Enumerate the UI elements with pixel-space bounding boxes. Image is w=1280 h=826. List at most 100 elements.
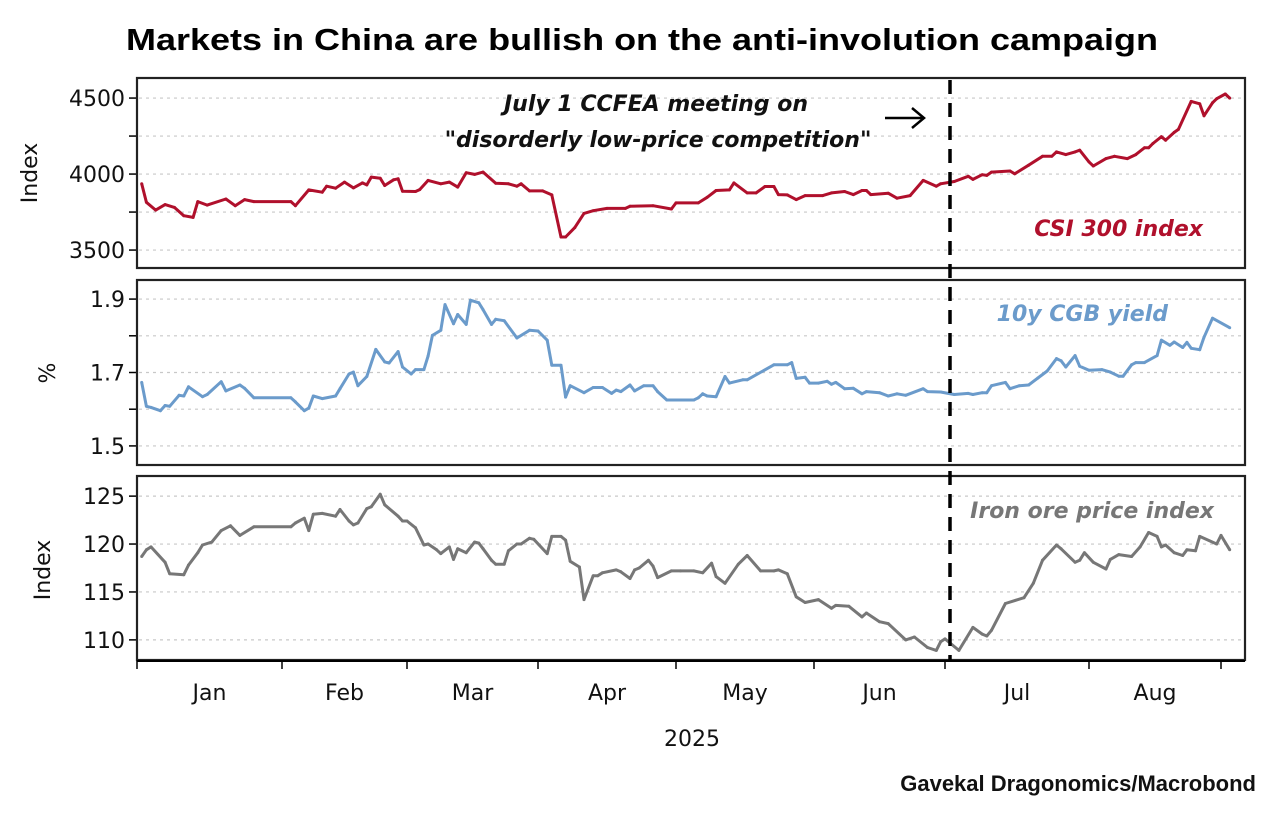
data-point [443, 303, 447, 307]
data-point [1172, 551, 1176, 555]
data-point [1078, 558, 1082, 562]
data-point [338, 387, 342, 391]
data-point [494, 562, 498, 566]
data-point [921, 178, 925, 182]
data-point [642, 384, 646, 388]
data-point [696, 201, 700, 205]
data-point [541, 189, 545, 193]
data-point [669, 569, 673, 573]
y-axis-label: % [36, 363, 61, 384]
data-point [464, 322, 468, 326]
data-point [776, 568, 780, 572]
data-point [168, 572, 172, 576]
data-point [651, 384, 655, 388]
data-point [374, 347, 378, 351]
data-point [356, 521, 360, 525]
data-point [1091, 560, 1095, 564]
data-point [1087, 160, 1091, 164]
data-point [980, 632, 984, 636]
data-point [452, 557, 455, 561]
data-point [1082, 551, 1086, 555]
data-point [772, 363, 776, 367]
data-point [365, 375, 369, 378]
data-point [477, 541, 481, 545]
data-point [502, 319, 506, 323]
data-point [243, 386, 247, 390]
data-point [426, 354, 430, 358]
data-point [1142, 361, 1146, 365]
data-point [745, 378, 749, 382]
data-point [559, 235, 563, 239]
x-tick-label: Apr [588, 681, 627, 706]
data-point [614, 388, 618, 392]
data-point [1064, 365, 1068, 369]
data-point [1159, 338, 1163, 342]
data-point [591, 209, 595, 213]
data-point [515, 336, 519, 340]
data-point [426, 542, 430, 546]
data-point [790, 361, 794, 365]
data-point [803, 375, 807, 379]
data-point [1185, 548, 1189, 552]
data-point [1164, 138, 1168, 142]
data-point [396, 514, 400, 518]
data-point [1073, 150, 1077, 154]
data-point [614, 568, 618, 572]
data-point [293, 204, 297, 208]
data-point [369, 505, 373, 509]
data-point [1059, 359, 1063, 363]
data-point [696, 396, 700, 400]
data-point [1151, 142, 1155, 145]
data-point [1172, 340, 1176, 344]
data-point [830, 382, 833, 386]
data-point [392, 178, 396, 182]
data-point [418, 188, 422, 192]
annotation-line-1: July 1 CCFEA meeting on [500, 92, 808, 117]
data-point [191, 215, 195, 219]
data-point [1168, 343, 1172, 347]
x-axis-year-label: 2025 [664, 727, 720, 752]
data-point [860, 392, 864, 396]
data-point [378, 176, 382, 180]
data-point [605, 206, 609, 210]
data-point [628, 577, 632, 580]
x-tick-label: Jan [191, 681, 227, 706]
data-point [426, 178, 430, 182]
y-tick-label: 1.7 [90, 362, 125, 387]
data-point [334, 514, 338, 518]
data-point [1181, 554, 1185, 557]
arrow-right-icon [885, 107, 926, 129]
data-point [456, 185, 460, 189]
data-point [803, 601, 807, 604]
data-point [1198, 348, 1202, 352]
data-point [633, 568, 637, 572]
data-point [369, 175, 373, 179]
data-point [957, 648, 961, 652]
data-point [1078, 364, 1082, 368]
data-point [1108, 557, 1112, 561]
y-tick-label: 115 [83, 581, 125, 606]
data-point [980, 173, 984, 177]
data-point [383, 503, 387, 507]
data-point [401, 189, 404, 193]
data-point [1050, 154, 1054, 158]
data-point [452, 322, 455, 326]
data-point [785, 572, 789, 576]
data-point [302, 516, 306, 520]
data-point [149, 405, 153, 409]
data-point [714, 575, 718, 579]
data-point [990, 628, 993, 632]
data-point [564, 395, 568, 399]
data-point [705, 195, 709, 199]
data-point [414, 190, 417, 193]
data-point [302, 409, 306, 413]
data-point [401, 519, 404, 523]
data-point [803, 194, 807, 198]
data-point [182, 214, 186, 218]
data-point [210, 540, 214, 544]
data-point [224, 197, 228, 201]
x-tick-label: May [722, 681, 767, 706]
data-point [1142, 146, 1146, 150]
data-point [851, 386, 855, 390]
data-point [591, 574, 595, 578]
